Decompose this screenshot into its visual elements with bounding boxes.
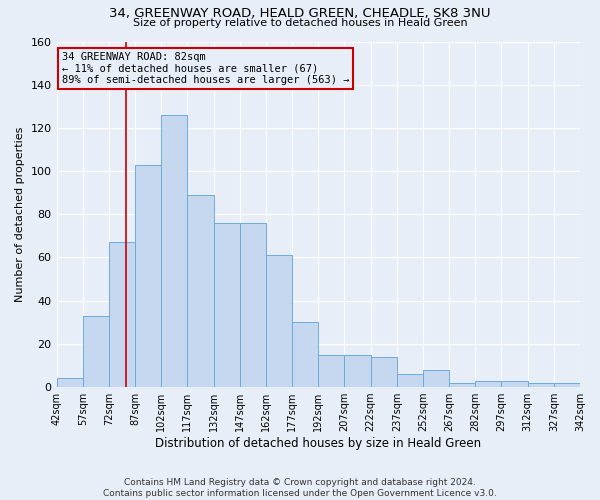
Text: 34 GREENWAY ROAD: 82sqm
← 11% of detached houses are smaller (67)
89% of semi-de: 34 GREENWAY ROAD: 82sqm ← 11% of detache… (62, 52, 349, 85)
Bar (554, 383, 580, 387)
Text: 34, GREENWAY ROAD, HEALD GREEN, CHEADLE, SK8 3NU: 34, GREENWAY ROAD, HEALD GREEN, CHEADLE,… (109, 8, 491, 20)
Bar (187, 195, 214, 387)
Bar (109, 242, 135, 387)
Bar (449, 383, 475, 387)
Bar (135, 164, 161, 387)
Bar (214, 223, 240, 387)
Bar (502, 380, 527, 387)
Bar (344, 354, 371, 387)
Bar (266, 256, 292, 387)
X-axis label: Distribution of detached houses by size in Heald Green: Distribution of detached houses by size … (155, 437, 481, 450)
Bar (161, 115, 187, 387)
Text: Contains HM Land Registry data © Crown copyright and database right 2024.
Contai: Contains HM Land Registry data © Crown c… (103, 478, 497, 498)
Bar (318, 354, 344, 387)
Bar (423, 370, 449, 387)
Bar (527, 383, 554, 387)
Bar (397, 374, 423, 387)
Bar (83, 316, 109, 387)
Bar (240, 223, 266, 387)
Bar (292, 322, 318, 387)
Bar (56, 378, 83, 387)
Bar (475, 380, 502, 387)
Text: Size of property relative to detached houses in Heald Green: Size of property relative to detached ho… (133, 18, 467, 28)
Y-axis label: Number of detached properties: Number of detached properties (15, 126, 25, 302)
Bar (371, 357, 397, 387)
